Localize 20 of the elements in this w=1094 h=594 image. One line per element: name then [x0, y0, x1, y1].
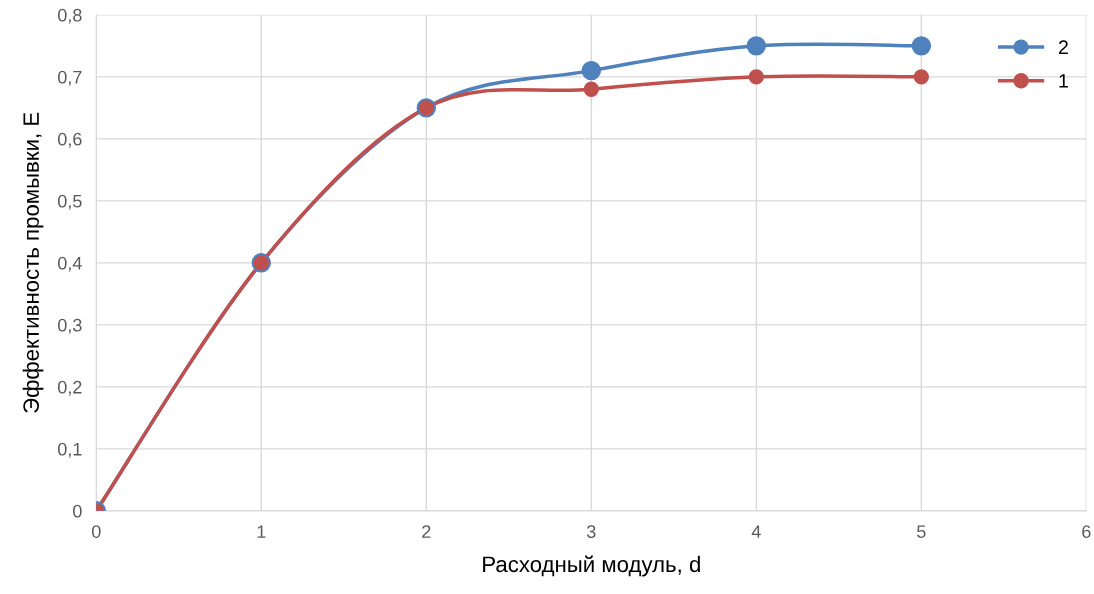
x-tick-label: 0	[91, 525, 101, 538]
y-tick-label: 0,4	[57, 256, 82, 272]
y-tick-label: 0,5	[57, 194, 82, 210]
y-tick-label: 0,1	[57, 442, 82, 458]
y-tick-label: 0,8	[57, 8, 82, 24]
x-tick-label: 2	[422, 525, 431, 538]
x-tick-label: 1	[257, 525, 266, 538]
y-tick-label: 0,6	[57, 132, 82, 148]
x-tick-label: 3	[586, 525, 596, 538]
x-tick-label: 4	[751, 525, 761, 538]
legend-label: 1	[1059, 74, 1068, 88]
x-tick-label: 6	[1082, 525, 1091, 538]
legend-label: 2	[1059, 40, 1068, 54]
y-tick-label: 0,7	[57, 70, 82, 86]
x-tick-label: 5	[917, 525, 926, 538]
y-tick-label: 0,2	[57, 380, 82, 396]
y-axis-title: Эффективность промывки, E	[22, 112, 44, 413]
y-tick-label: 0	[73, 504, 82, 518]
y-tick-label: 0,3	[57, 318, 82, 334]
x-axis-title: Расходный модуль, d	[483, 555, 700, 577]
